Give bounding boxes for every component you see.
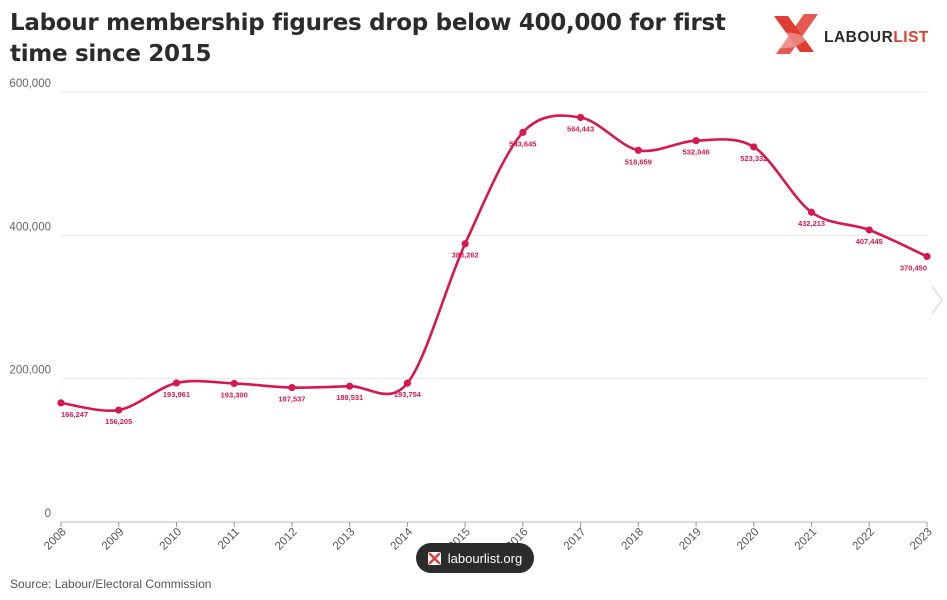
data-label: 187,537: [278, 395, 305, 404]
y-axis-ticks: 0 200,000 400,000 600,000: [9, 78, 51, 520]
data-label: 189,531: [336, 393, 363, 402]
data-label: 564,443: [567, 124, 594, 133]
data-point: [750, 143, 758, 151]
data-point: [923, 252, 931, 261]
x-tick-label: 2021: [793, 526, 820, 553]
membership-line: [60, 114, 928, 413]
data-point: [403, 379, 411, 387]
series-line: [60, 114, 928, 413]
data-point: [865, 226, 873, 234]
x-tick-label: 2019: [677, 526, 704, 553]
x-tick-label: 2020: [735, 526, 762, 553]
source-note: Source: Labour/Electoral Commission: [10, 577, 212, 591]
x-tick-label: 2009: [100, 526, 127, 553]
data-points: [57, 113, 931, 414]
x-tick-label: 2023: [908, 526, 935, 553]
data-label: 388,262: [452, 251, 479, 260]
logo-text-list: LIST: [893, 29, 929, 46]
data-point: [519, 128, 527, 136]
data-label: 193,300: [221, 390, 248, 399]
line-chart: 0 200,000 400,000 600,000 2008 2009 2010 2011 2…: [9, 78, 935, 553]
data-point: [288, 383, 296, 392]
data-label: 523,332: [740, 154, 767, 163]
labourlist-badge[interactable]: labourlist.org: [416, 543, 534, 573]
labourlist-logo[interactable]: LABOURLIST: [768, 8, 938, 62]
data-point: [461, 240, 469, 248]
x-tick-label: 2017: [562, 526, 589, 553]
gridlines: [61, 91, 927, 523]
x-tick-label: 2014: [389, 526, 416, 553]
data-point: [115, 406, 123, 414]
y-tick-label: 600,000: [9, 78, 51, 90]
y-tick-label: 400,000: [9, 221, 51, 233]
data-label: 193,754: [394, 390, 422, 399]
data-point: [57, 399, 65, 407]
logo-x-icon: [772, 14, 818, 54]
data-label: 432,213: [798, 219, 825, 228]
x-tick-label: 2012: [273, 526, 300, 553]
data-label: 370,450: [900, 264, 927, 273]
data-point: [577, 113, 585, 122]
data-labels: 166,247 156,205 193,961 193,300 187,537 189,5…: [61, 124, 927, 426]
y-tick-label: 0: [45, 508, 51, 520]
x-tick-label: 2008: [42, 526, 69, 553]
data-point: [692, 137, 700, 145]
data-label: 518,659: [625, 157, 652, 166]
data-point: [634, 146, 642, 154]
logo-text-labour: LABOUR: [824, 29, 893, 46]
data-point: [230, 379, 238, 388]
data-point: [346, 382, 354, 390]
badge-label: labourlist.org: [447, 550, 523, 566]
chart-title: Labour membership figures drop below 400…: [10, 10, 726, 67]
y-tick-label: 200,000: [9, 365, 51, 377]
labourlist-badge-icon: [427, 551, 441, 565]
data-label: 407,445: [856, 237, 883, 246]
data-label: 166,247: [61, 410, 88, 419]
svg-text:LABOURLIST: LABOURLIST: [824, 29, 929, 46]
data-point: [172, 379, 181, 387]
x-tick-label: 2022: [850, 526, 877, 553]
x-tick-label: 2018: [620, 526, 647, 553]
data-label: 156,205: [105, 417, 132, 426]
data-label: 532,046: [683, 148, 710, 157]
data-label: 193,961: [163, 390, 190, 399]
x-tick-label: 2010: [158, 526, 185, 553]
next-chevron-icon[interactable]: [926, 280, 946, 320]
data-point: [807, 208, 816, 216]
x-tick-label: 2011: [216, 526, 242, 552]
x-tick-label: 2013: [331, 526, 358, 553]
data-label: 543,645: [509, 139, 536, 148]
